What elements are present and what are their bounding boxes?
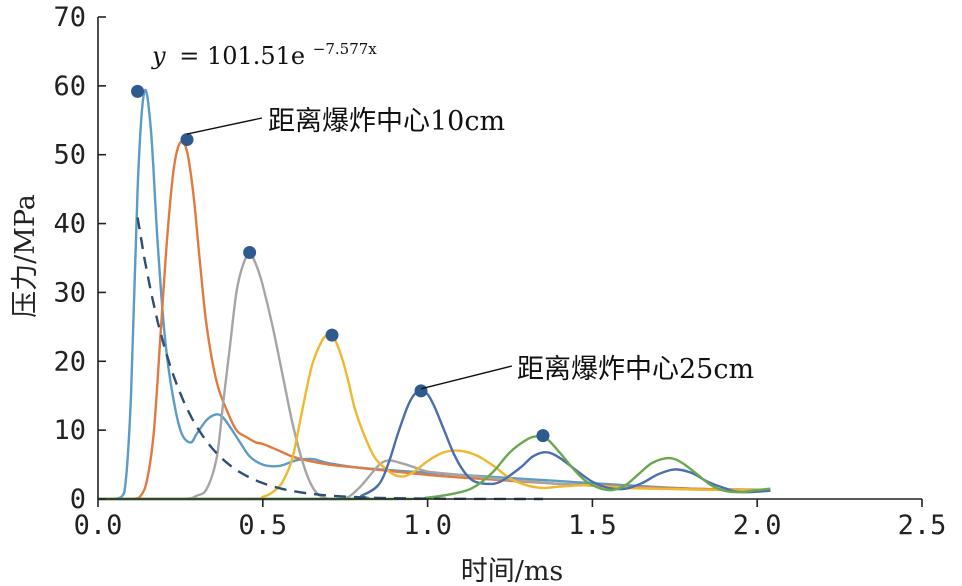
- x-tick-label-0: 0.0: [74, 510, 123, 541]
- x-tick-label-5: 2.5: [898, 510, 947, 541]
- fit-equation-exponent: −7.577x: [313, 40, 378, 58]
- annotation-25cm: 距离爆炸中心25cm: [420, 354, 754, 390]
- fit-equation-body: = 101.51e: [179, 42, 305, 70]
- annotation-25cm-label: 距离爆炸中心25cm: [517, 354, 754, 385]
- fit-equation-var: y: [151, 42, 166, 70]
- series-line-5: [98, 389, 771, 501]
- y-tick-label-2: 20: [53, 346, 86, 377]
- x-axis-label: 时间/ms: [461, 556, 564, 586]
- exponential-fit-line: [136, 217, 543, 501]
- y-tick-label-5: 50: [53, 140, 86, 171]
- y-tick-label-1: 10: [53, 415, 86, 446]
- peak-marker-3: [243, 245, 257, 259]
- x-tick-label-1: 0.5: [238, 510, 287, 541]
- annotation-25cm-leader: [420, 365, 513, 390]
- peak-marker-4: [325, 328, 339, 342]
- y-tick-label-0: 0: [70, 484, 86, 515]
- series-line-4: [98, 333, 771, 501]
- peak-marker-6: [536, 429, 550, 443]
- peak-marker-1: [131, 84, 145, 98]
- annotation-10cm: 距离爆炸中心10cm: [186, 106, 505, 137]
- x-tick-label-4: 2.0: [733, 510, 782, 541]
- x-tick-label-3: 1.5: [568, 510, 617, 541]
- peak-layer: [131, 84, 550, 443]
- axes-layer: 0.0 0.5 1.0 1.5 2.0 2.5 0 10 20 30 40 50 60 70: [53, 2, 946, 541]
- series-layer: [98, 89, 771, 501]
- annotation-10cm-label: 距离爆炸中心10cm: [268, 106, 505, 137]
- annotation-10cm-leader: [186, 117, 263, 135]
- y-tick-label-7: 70: [53, 2, 86, 33]
- x-tick-label-2: 1.0: [403, 510, 452, 541]
- y-tick-label-4: 40: [53, 209, 86, 240]
- series-line-6: [98, 434, 771, 501]
- fit-equation: y = 101.51e −7.577x: [151, 40, 377, 70]
- series-line-3: [98, 252, 771, 501]
- series-line-1: [98, 89, 771, 501]
- y-axis-label: 压力/MPa: [10, 194, 41, 318]
- peak-marker-5: [414, 384, 428, 398]
- fit-layer: [136, 217, 543, 501]
- y-tick-label-6: 60: [53, 71, 86, 102]
- peak-marker-2: [180, 133, 194, 147]
- y-tick-label-3: 30: [53, 277, 86, 308]
- series-line-2: [98, 140, 771, 501]
